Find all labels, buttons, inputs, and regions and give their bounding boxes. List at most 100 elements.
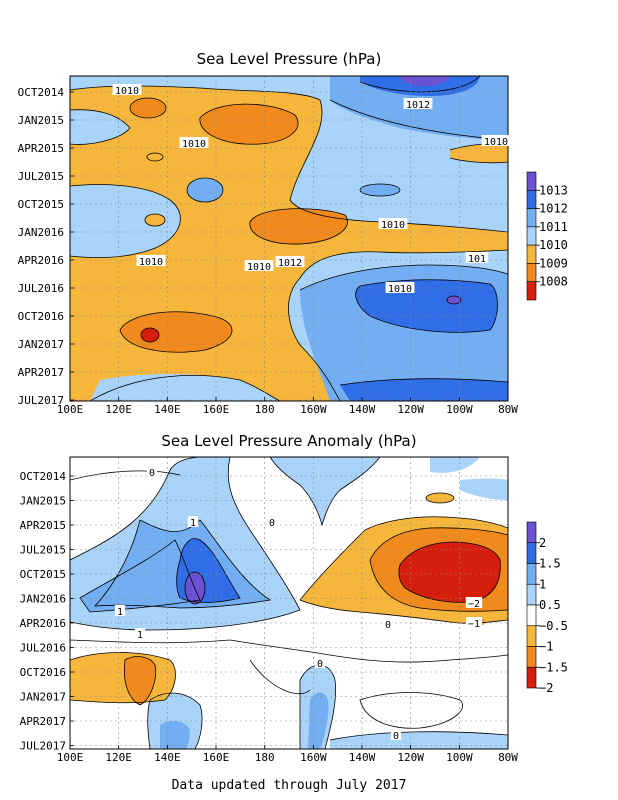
y-tick-label: APR2017 [18,366,64,379]
contour-label: 1 [190,518,196,529]
contour-label-bg [136,255,166,266]
slp-anomaly-gridlines [70,457,508,749]
slp-anomaly-title: Sea Level Pressure Anomaly (hPa) [161,432,416,450]
colorbar-label: 2 [539,536,546,550]
colorbar-swatch [526,563,537,585]
slp-colorbar: 1013 1012 1011 1010 1009 1008 [526,171,568,301]
colorbar-label: 1008 [539,275,568,289]
y-tick-label: JAN2017 [18,338,64,351]
colorbar-swatch [526,646,537,668]
contour-label: 0 [385,620,391,631]
colorbar-label: 1010 [539,238,568,252]
x-tick-label: 140E [154,751,181,764]
y-tick-label: OCT2015 [20,568,66,581]
colorbar-label: 1012 [539,202,568,216]
slp-anomaly-colorbar: 2 1.5 1 0.5 −0.5 −1 −1.5 −2 [526,521,568,695]
slp-field [70,76,508,401]
colorbar-label: −2 [539,681,553,695]
contour-label: 0 [149,468,155,479]
slp-x-ticks: 100E 120E 140E 160E 180 160W 140W 120W 100W 80W [57,397,518,416]
contour-label-bg [382,618,394,629]
contour-label: 1 [117,607,123,618]
contour-label: 1010 [381,220,405,231]
colorbar-label: −1 [539,640,553,654]
colorbar-swatch [526,226,537,246]
colorbar-swatch [526,666,537,689]
slp-gridlines [70,76,508,401]
colorbar-label: 1009 [539,256,568,270]
slp-anomaly-field [70,457,508,749]
contour-label-bg [385,282,415,293]
colorbar-swatch [526,244,537,264]
footer-note: Data updated through July 2017 [172,778,407,793]
y-tick-label: JUL2016 [18,282,64,295]
x-tick-label: 140E [154,403,181,416]
contour-label-bg [465,617,483,628]
y-tick-label: APR2016 [20,617,66,630]
y-tick-label: JAN2015 [20,495,66,508]
colorbar-swatch [526,263,537,283]
x-tick-label: 100W [446,403,473,416]
contour-label-bg [134,628,146,639]
contour-label-bg [378,218,408,229]
contour-label: 1010 [247,262,271,273]
contour-label: 1010 [139,257,163,268]
x-tick-label: 120W [397,403,424,416]
contour-label-bg [179,137,209,148]
x-tick-label: 180 [255,403,275,416]
colorbar-swatch [526,542,537,564]
x-tick-label: 80W [498,751,518,764]
slp-anomaly-contour-labels: 0 1 0 1 0 −2 −1 0 1 0 [114,466,483,742]
colorbar-label: 1011 [539,220,568,234]
colorbar-label: 1013 [539,183,568,197]
colorbar-label: 1 [539,577,546,591]
contour-label-bg [112,84,142,95]
panel-slp: Sea Level Pressure (hPa) [18,50,568,416]
x-tick-label: 100E [57,751,84,764]
contour-label-bg [390,729,402,740]
contour-label: 1010 [182,139,206,150]
colorbar-swatch [526,521,537,544]
y-tick-label: APR2016 [18,254,64,267]
y-tick-label: OCT2015 [18,198,64,211]
panel-slp-anomaly: Sea Level Pressure Anomaly (hPa) [20,432,568,764]
contour-label-bg [465,252,489,263]
slp-anomaly-y-ticks: OCT2014 JAN2015 APR2015 JUL2015 OCT2015 JAN20… [20,470,74,753]
contour-label-bg [465,597,483,608]
y-tick-label: JAN2016 [20,593,66,606]
contour-label: −2 [468,599,480,610]
contour-label: 1010 [115,86,139,97]
contour-label: 0 [393,731,399,742]
y-tick-label: JAN2016 [18,226,64,239]
contour-label-bg [187,516,199,527]
y-tick-label: APR2015 [20,519,66,532]
x-tick-label: 140W [349,751,376,764]
contour-label: −1 [468,619,480,630]
colorbar-label: −1.5 [539,660,568,674]
y-tick-label: OCT2014 [20,470,67,483]
y-tick-label: OCT2016 [20,666,66,679]
y-tick-label: JUL2017 [18,394,64,407]
slp-title: Sea Level Pressure (hPa) [197,50,382,68]
contour-label-bg [403,98,433,109]
x-tick-label: 160W [300,403,327,416]
x-tick-label: 120W [397,751,424,764]
contour-label-bg [481,135,511,146]
x-tick-label: 160W [300,751,327,764]
colorbar-swatch [526,281,537,301]
x-tick-label: 100E [57,403,84,416]
x-tick-label: 160E [203,751,230,764]
contour-label-bg [244,260,274,271]
y-tick-label: JUL2016 [20,642,66,655]
y-tick-label: JAN2015 [18,114,64,127]
contour-label: 1012 [278,258,302,269]
colorbar-swatch [526,604,537,627]
slp-y-ticks: OCT2014 JAN2015 APR2015 JUL2015 OCT2015 JAN20… [18,86,74,407]
colorbar-swatch [526,189,537,209]
contour-label-bg [266,516,278,527]
contour-label-bg [314,657,326,668]
contour-label-bg [275,256,305,267]
x-tick-label: 180 [255,751,275,764]
x-tick-label: 120E [105,751,132,764]
